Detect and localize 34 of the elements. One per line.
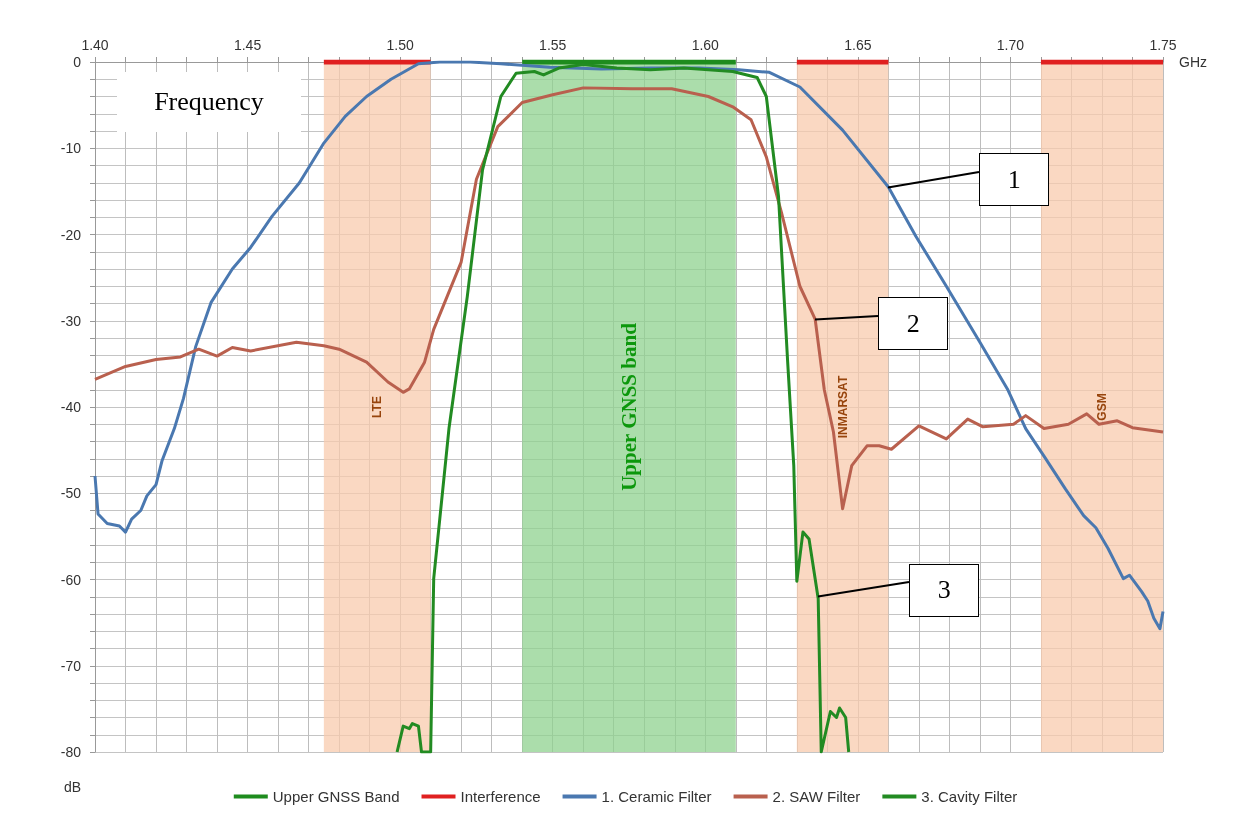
band-label: Upper GNSS band bbox=[617, 322, 641, 491]
line-series bbox=[395, 63, 851, 754]
y-tick-label: -60 bbox=[60, 571, 82, 588]
x-tick-label: 1.45 bbox=[233, 37, 262, 53]
x-tick-label: 1.60 bbox=[691, 37, 720, 53]
annotation: 1 bbox=[979, 153, 1050, 207]
legend-label: 1. Ceramic Filter bbox=[601, 788, 712, 805]
band-label: LTE bbox=[370, 396, 385, 418]
y-tick-label: -40 bbox=[60, 399, 82, 415]
y-tick-label: -50 bbox=[60, 485, 82, 502]
annotation: 2 bbox=[878, 297, 949, 351]
x-tick-label: 1.65 bbox=[844, 37, 872, 53]
legend-label: 2. SAW Filter bbox=[772, 788, 861, 805]
annotation: Frequency bbox=[117, 72, 301, 132]
y-tick-label: -70 bbox=[60, 657, 82, 674]
x-tick-label: 1.75 bbox=[1149, 37, 1177, 53]
y-tick-label: -80 bbox=[60, 744, 82, 760]
y-tick-label: -30 bbox=[60, 312, 82, 329]
y-tick-label: 0 bbox=[73, 54, 82, 70]
legend-label: Interference bbox=[460, 788, 541, 805]
y-tick-label: -10 bbox=[60, 140, 82, 157]
x-axis-title: GHz bbox=[1179, 54, 1207, 70]
band-label: GSM bbox=[1094, 393, 1109, 421]
x-tick-label: 1.50 bbox=[386, 37, 414, 53]
line-series bbox=[93, 86, 1165, 511]
y-tick-label: -20 bbox=[60, 226, 82, 243]
x-tick-label: 1.55 bbox=[539, 37, 567, 53]
x-tick-label: 1.40 bbox=[81, 37, 109, 53]
annotation: 3 bbox=[909, 563, 980, 617]
legend-label: 3. Cavity Filter bbox=[921, 788, 1018, 805]
y-axis-title: dB bbox=[63, 779, 81, 795]
legend-label: Upper GNSS Band bbox=[272, 788, 400, 805]
x-tick-label: 1.70 bbox=[996, 37, 1025, 53]
band-label: INMARSAT bbox=[835, 375, 850, 439]
